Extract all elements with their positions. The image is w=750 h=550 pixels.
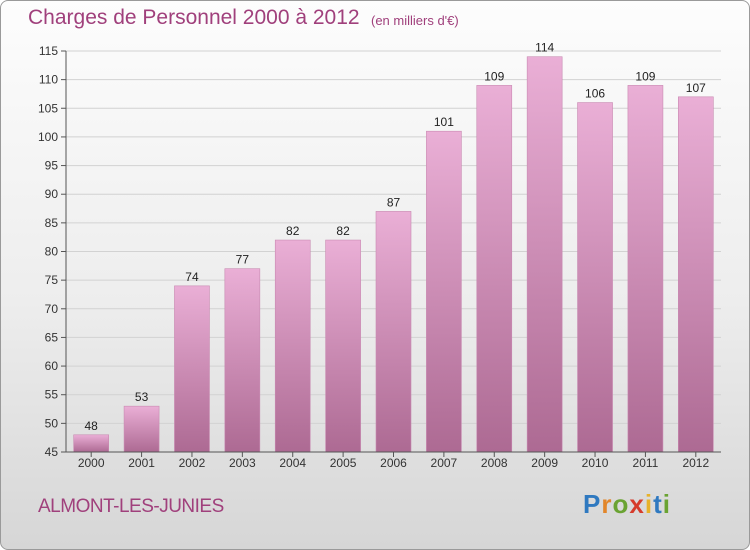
- value-label-2011: 109: [635, 69, 655, 83]
- bar-2009: [526, 56, 563, 453]
- value-label-2003: 77: [236, 253, 250, 267]
- value-label-2001: 53: [135, 390, 149, 404]
- x-tick-label-2011: 2011: [633, 456, 659, 470]
- logo-letter: r: [601, 489, 613, 519]
- y-tick-label: 80: [45, 245, 59, 259]
- chart-subtitle: (en milliers d'€): [371, 13, 459, 28]
- bar-2003: [224, 268, 261, 453]
- logo-letter: t: [653, 489, 663, 519]
- y-tick-label: 75: [45, 273, 59, 287]
- bar-2012: [678, 96, 714, 453]
- value-label-2004: 82: [286, 224, 300, 238]
- y-tick-label: 100: [38, 130, 58, 144]
- y-tick-label: 90: [45, 187, 59, 201]
- y-tick-label: 70: [45, 302, 59, 316]
- value-label-2007: 101: [434, 115, 454, 129]
- value-label-2006: 87: [387, 195, 401, 209]
- value-label-2000: 48: [85, 419, 99, 433]
- x-tick-label-2005: 2005: [330, 456, 357, 470]
- x-tick-label-2008: 2008: [481, 456, 508, 470]
- value-label-2008: 109: [484, 69, 504, 83]
- town-name: ALMONT-LES-JUNIES: [38, 496, 224, 517]
- x-tick-label-2009: 2009: [531, 456, 558, 470]
- logo-letter: P: [583, 489, 602, 519]
- bar-2004: [274, 239, 311, 453]
- x-tick-label-2000: 2000: [78, 456, 105, 470]
- x-tick-label-2010: 2010: [582, 456, 609, 470]
- x-tick-label-2012: 2012: [682, 456, 709, 470]
- bar-2011: [627, 85, 664, 453]
- bar-2007: [426, 130, 462, 453]
- y-tick-label: 85: [45, 216, 59, 230]
- logo-letter: o: [612, 489, 630, 519]
- value-label-2012: 107: [686, 81, 706, 95]
- axes: [61, 50, 721, 457]
- x-tick-label-2002: 2002: [179, 456, 206, 470]
- labels: 45 50 55 60 65 70 75 80 85 90 95 100 105 110 115 48 2000…: [38, 41, 710, 470]
- x-tick-label-2006: 2006: [380, 456, 407, 470]
- y-tick-label: 115: [39, 44, 58, 58]
- y-tick-label: 45: [45, 445, 59, 459]
- y-tick-label: 95: [45, 159, 59, 173]
- bar-2000: [73, 434, 109, 453]
- bars: [73, 56, 714, 453]
- proxiti-logo: Proxiti: [583, 489, 671, 520]
- bar-2001: [123, 405, 160, 453]
- bar-2006: [375, 211, 412, 453]
- logo-letter: i: [644, 489, 654, 519]
- chart-title: Charges de Personnel 2000 à 2012: [28, 6, 360, 29]
- y-tick-label: 50: [45, 416, 59, 430]
- value-label-2010: 106: [585, 87, 605, 101]
- x-tick-label-2004: 2004: [279, 456, 306, 470]
- x-tick-label-2003: 2003: [229, 456, 256, 470]
- bar-2002: [174, 285, 210, 453]
- y-tick-label: 105: [38, 101, 58, 115]
- logo-letter: i: [662, 489, 671, 519]
- bar-2008: [476, 85, 513, 453]
- x-tick-label-2001: 2001: [128, 456, 155, 470]
- y-tick-label: 110: [39, 73, 58, 87]
- y-tick-label: 60: [45, 359, 59, 373]
- value-label-2002: 74: [185, 270, 199, 284]
- value-label-2005: 82: [336, 224, 350, 238]
- bar-2005: [325, 239, 361, 453]
- x-tick-label-2007: 2007: [431, 456, 458, 470]
- bar-2010: [577, 102, 613, 453]
- logo-letter: x: [629, 489, 645, 519]
- y-tick-label: 65: [45, 330, 59, 344]
- y-tick-label: 55: [45, 388, 59, 402]
- value-label-2009: 114: [535, 41, 554, 55]
